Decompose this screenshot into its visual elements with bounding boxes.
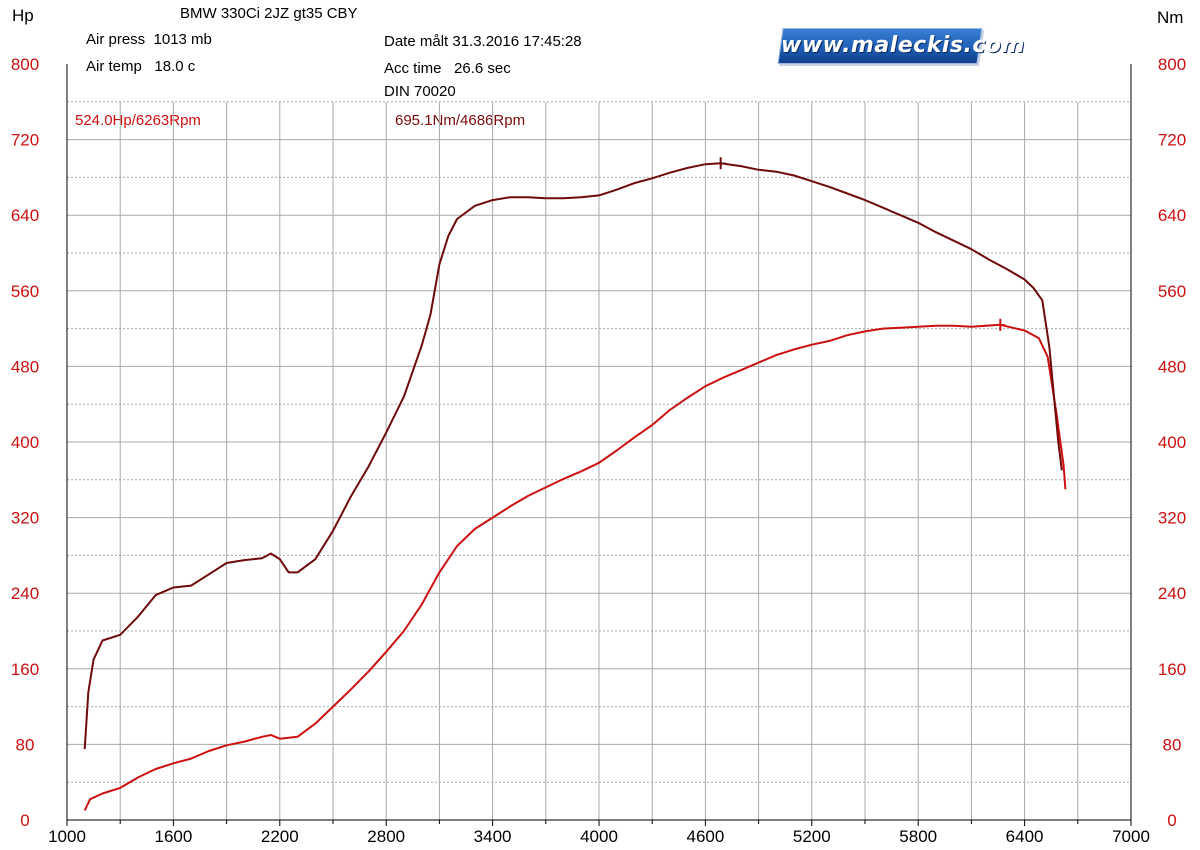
air-temp-label: Air temp 18.0 c (86, 58, 196, 75)
x-tick-label: 2800 (367, 827, 405, 846)
x-tick-label: 7000 (1112, 827, 1150, 846)
y-right-tick-label: 400 (1158, 433, 1186, 452)
x-tick-label: 5800 (899, 827, 937, 846)
y-right-tick-label: 240 (1158, 584, 1186, 603)
date-label: Date målt 31.3.2016 17:45:28 (384, 33, 582, 50)
x-tick-label: 4000 (580, 827, 618, 846)
din-label: DIN 70020 (384, 83, 456, 100)
hp-peak-label: 524.0Hp/6263Rpm (75, 112, 201, 129)
y-right-tick-label: 480 (1158, 357, 1186, 376)
y-left-tick-label: 240 (11, 584, 39, 603)
y-right-tick-label: 800 (1158, 55, 1186, 74)
x-tick-label: 3400 (474, 827, 512, 846)
y-left-tick-label: 400 (11, 433, 39, 452)
y-left-tick-label: 0 (20, 811, 29, 830)
y-left-tick-label: 560 (11, 282, 39, 301)
y-right-tick-label: 640 (1158, 206, 1186, 225)
x-tick-label: 1000 (48, 827, 86, 846)
y-left-tick-label: 480 (11, 357, 39, 376)
y-right-tick-label: 720 (1158, 131, 1186, 150)
x-tick-label: 5200 (793, 827, 831, 846)
acc-time-label: Acc time 26.6 sec (384, 60, 511, 77)
y-left-tick-label: 720 (11, 131, 39, 150)
x-tick-label: 6400 (1006, 827, 1044, 846)
y-left-tick-label: 320 (11, 509, 39, 528)
y-right-tick-label: 0 (1167, 811, 1176, 830)
hp-curve (83, 323, 1067, 811)
y-left-tick-label: 160 (11, 660, 39, 679)
air-press-label: Air press 1013 mb (86, 31, 212, 48)
right-unit-label: Nm (1157, 8, 1184, 27)
x-tick-label: 1600 (154, 827, 192, 846)
left-unit-label: Hp (12, 6, 34, 25)
y-left-tick-label: 800 (11, 55, 39, 74)
y-left-tick-label: 640 (11, 206, 39, 225)
x-tick-label: 4600 (686, 827, 724, 846)
x-tick-label: 2200 (261, 827, 299, 846)
chart-title: BMW 330Ci 2JZ gt35 CBY (180, 5, 358, 22)
y-right-tick-label: 560 (1158, 282, 1186, 301)
nm-curve (83, 162, 1063, 750)
y-right-tick-label: 160 (1158, 660, 1186, 679)
y-right-tick-label: 80 (1163, 735, 1182, 754)
y-left-tick-label: 80 (16, 735, 35, 754)
y-right-tick-label: 320 (1158, 509, 1186, 528)
